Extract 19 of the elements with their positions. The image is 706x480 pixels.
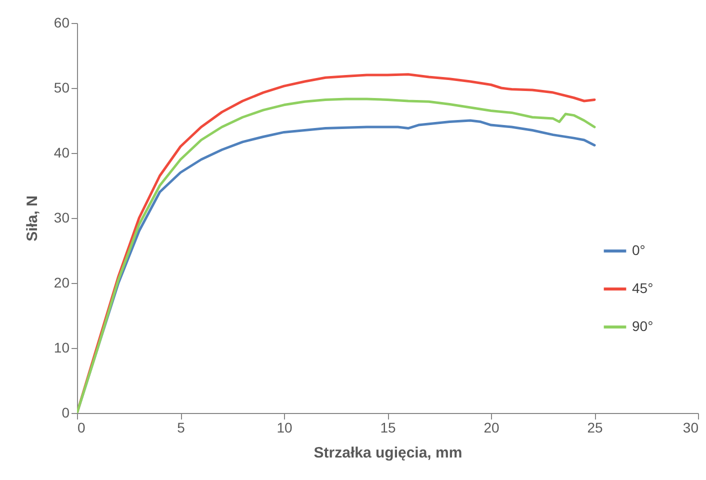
y-tick-label: 30	[54, 210, 70, 226]
legend-label: 90°	[632, 318, 654, 334]
y-tick-label: 20	[54, 274, 70, 290]
x-tick-label: 5	[177, 420, 186, 436]
x-tick-label: 0	[78, 420, 86, 436]
x-tick-label: 25	[587, 420, 603, 436]
x-tick-label: 15	[380, 420, 396, 436]
y-tick-label: 50	[54, 80, 70, 96]
y-tick-label: 10	[54, 340, 70, 356]
y-tick-label: 40	[54, 144, 70, 160]
x-tick-label: 10	[276, 420, 292, 436]
legend-label: 0°	[632, 242, 646, 258]
legend-label: 45°	[632, 280, 654, 296]
x-tick-label: 30	[682, 420, 699, 436]
y-tick-label: 60	[54, 14, 70, 30]
y-axis-title: Siła, N	[24, 196, 41, 242]
y-tick-label: 0	[62, 404, 70, 420]
x-tick-label: 20	[484, 420, 500, 436]
x-axis-title: Strzałka ugięcia, mm	[314, 444, 462, 462]
